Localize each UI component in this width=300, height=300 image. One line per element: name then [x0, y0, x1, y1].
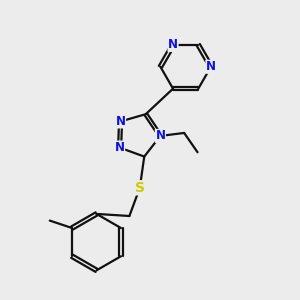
Text: N: N — [115, 141, 124, 154]
Text: N: N — [168, 38, 178, 51]
Text: S: S — [135, 181, 145, 195]
Text: N: N — [116, 115, 125, 128]
Text: N: N — [206, 60, 216, 73]
Text: N: N — [155, 129, 165, 142]
